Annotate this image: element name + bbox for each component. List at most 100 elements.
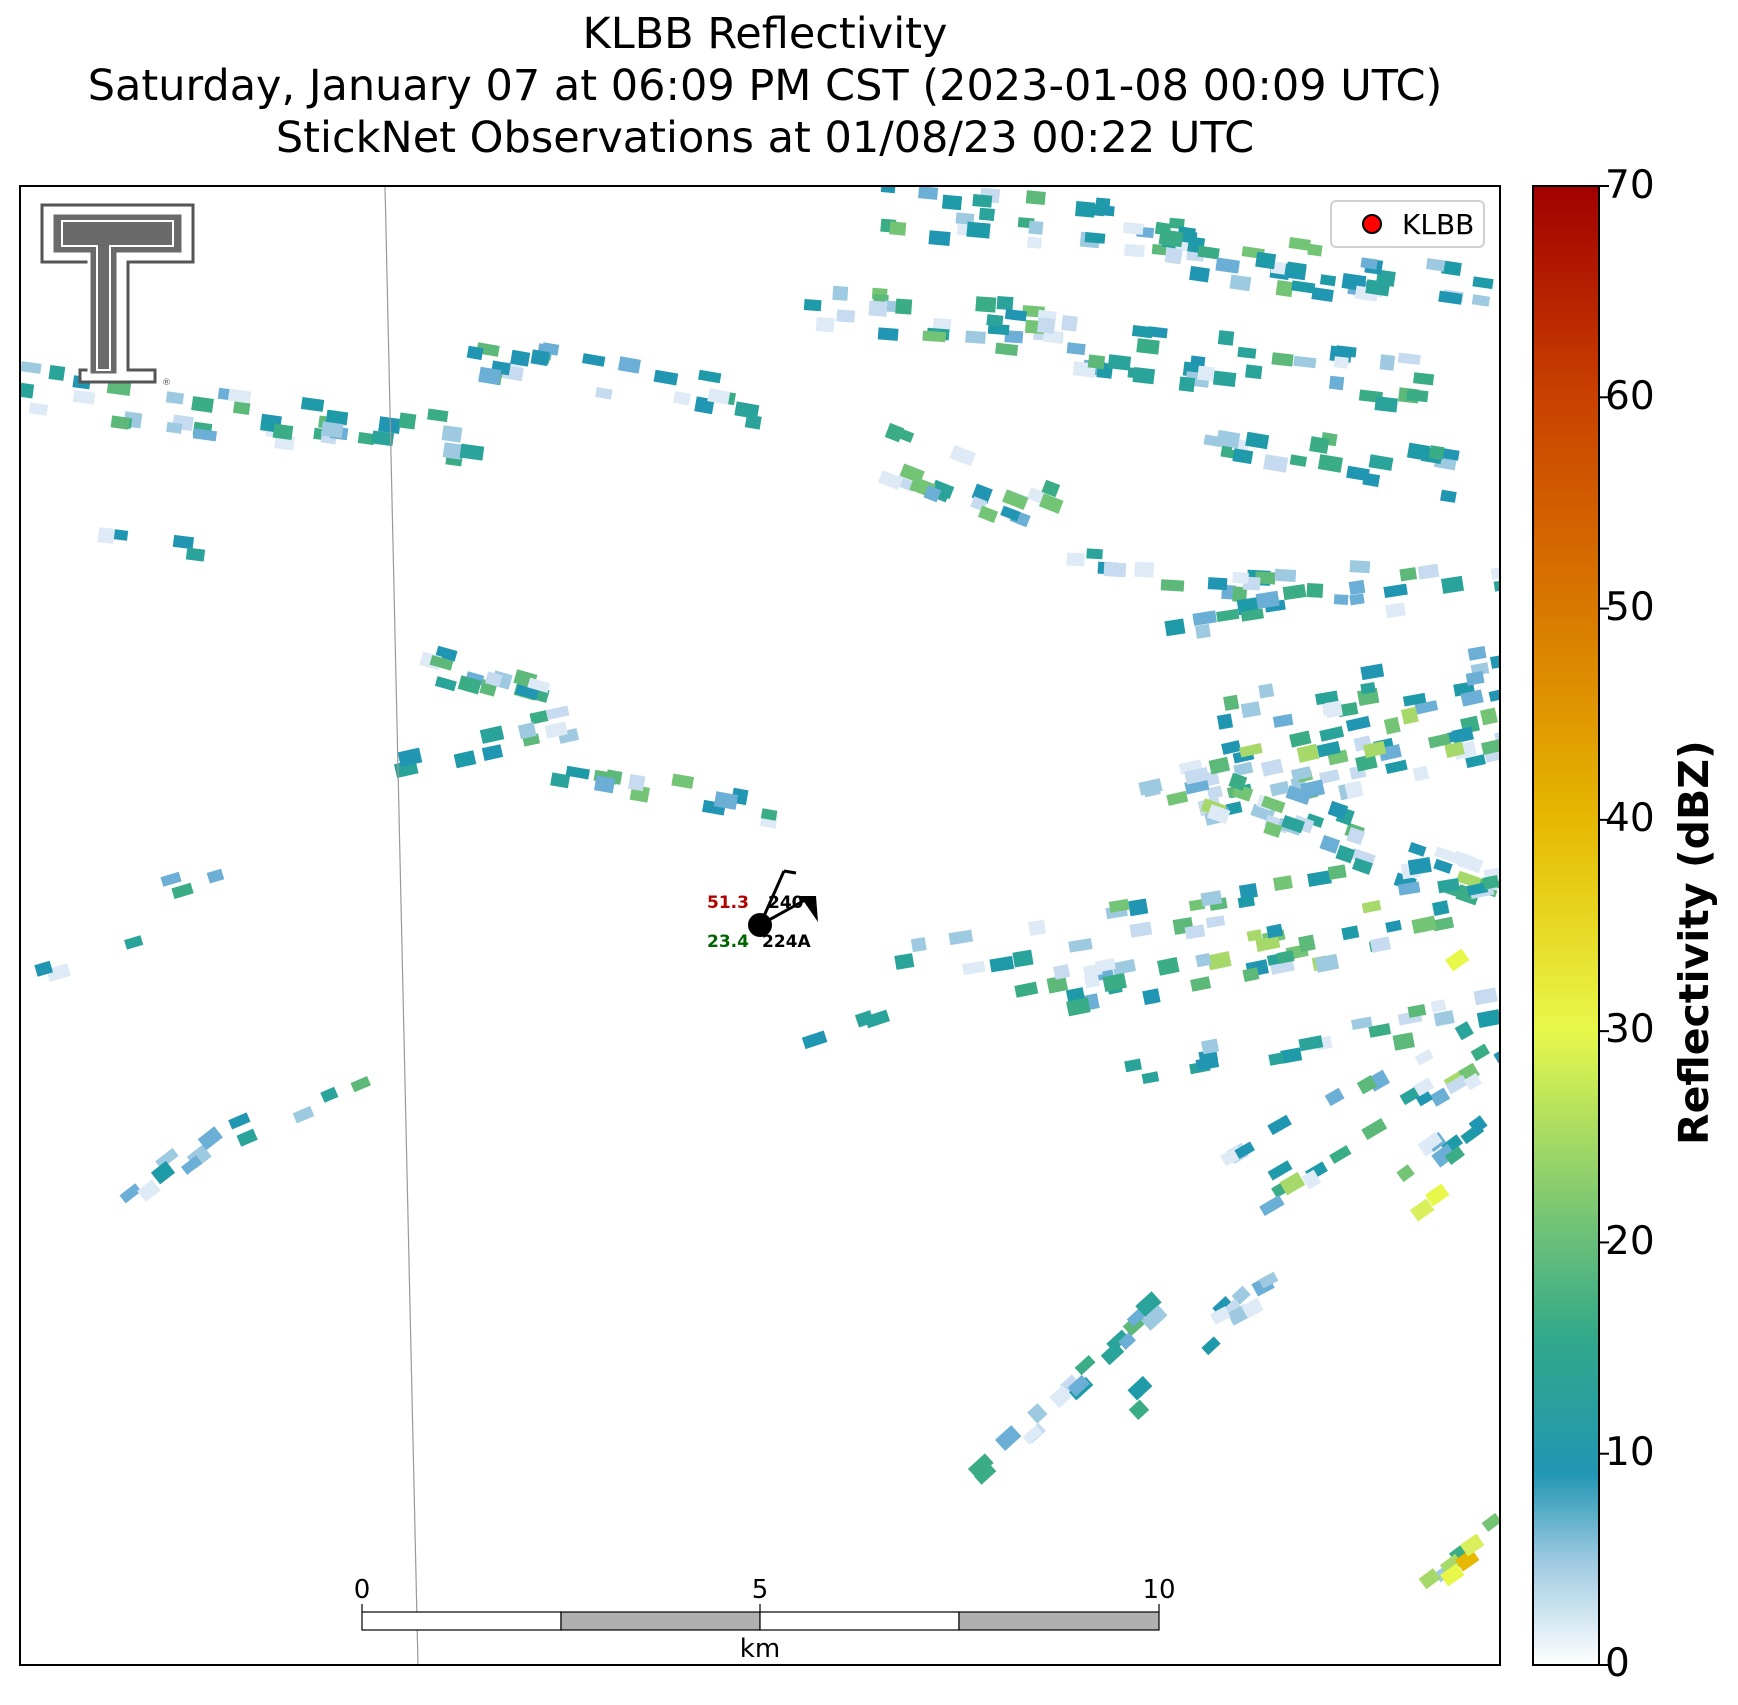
echo-gate [1271,352,1294,367]
echo-gate [1160,579,1185,592]
echo-gate [1481,1512,1500,1532]
echo-gate [1027,236,1042,249]
echo-gate [996,296,1014,311]
echo-gate [1118,1332,1136,1350]
echo-gate [1229,274,1252,292]
echo-gate [1329,1145,1352,1164]
echo-gate [1083,973,1100,989]
echo-gate [1002,489,1029,510]
echo-gate [1241,1297,1264,1319]
echo-gate [1200,890,1223,907]
echo-gate [1216,608,1240,622]
echo-gate [977,505,999,523]
echo-gate [910,937,927,953]
echo-gate [48,365,66,381]
echo-gate [1365,279,1391,297]
echo-gate [1361,900,1382,914]
echo-gate [1127,367,1144,379]
echo-gate-high [1445,948,1470,972]
echo-gate [1259,1194,1285,1217]
echo-gate [1245,431,1270,450]
echo-gate [673,391,691,406]
echo-gate [484,671,503,688]
echo-gate [628,773,646,792]
echo-gate [1279,1171,1306,1196]
echo-gate [1151,243,1167,256]
echo-gate [1341,925,1360,941]
echo-gate [918,186,939,200]
echo-gate [1317,454,1343,473]
echo-gate [1061,315,1078,332]
echo-gate [1038,493,1064,514]
echo-gate [1087,354,1106,370]
echo-gate [941,194,963,211]
echo-gate [1272,875,1293,891]
echo-gate [1142,988,1161,1006]
echo-gate [1084,232,1106,244]
echo-gate [1052,964,1071,980]
echo-gate [836,309,856,323]
echo-gate [1490,653,1500,669]
echo-gate [466,345,484,361]
echo-gate [1255,590,1280,609]
echo-gate [1066,997,1091,1017]
echo-gate [974,1463,997,1485]
wind-barb-flag [800,896,818,922]
echo-gate [832,285,849,301]
echo-gate [1266,923,1284,939]
echo-gate [1444,741,1465,758]
echo-gate [1412,765,1430,782]
echo-gate [1189,265,1210,283]
echo-gate [1298,1035,1324,1052]
station-temperature: 51.3 [707,893,749,913]
echo-gate [1028,919,1047,936]
echo-gate [1360,257,1378,270]
texas-tech-logo: ® [40,203,195,388]
echo-gate [1014,981,1039,998]
echo-gate [510,349,531,367]
echo-gate [713,791,739,810]
echo-gate [1306,583,1324,598]
echo-gate [320,421,344,439]
echo-gate [1184,766,1210,785]
echo-gate [1232,586,1248,603]
echo-gate [1274,568,1297,582]
radar-site-marker [1362,214,1382,234]
echo-gate [1168,217,1185,230]
echo-gate [1157,957,1180,976]
echo-gate [1141,1305,1168,1331]
echo-gate [20,381,35,399]
echo-gate [1258,683,1275,699]
echo-gate [1282,583,1307,601]
echo-gate [1430,999,1447,1013]
echo-gate [1451,726,1474,744]
echo-gate [1221,740,1242,755]
county-line [384,185,419,1666]
echo-gate [171,882,194,900]
echo-gate-high [1425,1183,1450,1207]
echo-gate [1066,552,1086,567]
echo-gate [1311,287,1334,302]
echo-gate [459,443,485,461]
echo-gate [1074,1355,1096,1376]
echo-gate [1328,375,1345,391]
echo-gate [1216,429,1241,449]
echo-gate [1289,454,1308,467]
echo-gate [1407,856,1432,876]
echo-gate [1397,881,1421,896]
echo-gate [1440,575,1465,594]
echo-gate [300,397,325,412]
echo-gate [1472,276,1494,290]
echo-gate [1309,436,1330,454]
echo-gate [155,1147,179,1170]
echo-gate [227,388,252,404]
colorbar-tick-50: 50 [1605,585,1655,630]
echo-gate-high [1410,1198,1435,1222]
echo-gate [1082,963,1103,978]
echo-gate [1124,1058,1142,1073]
echo-gate [192,428,217,442]
echo-gate [434,676,457,692]
echo-gate [1368,1023,1392,1038]
echo-gate [72,389,96,405]
echo-gate [1210,1306,1231,1325]
